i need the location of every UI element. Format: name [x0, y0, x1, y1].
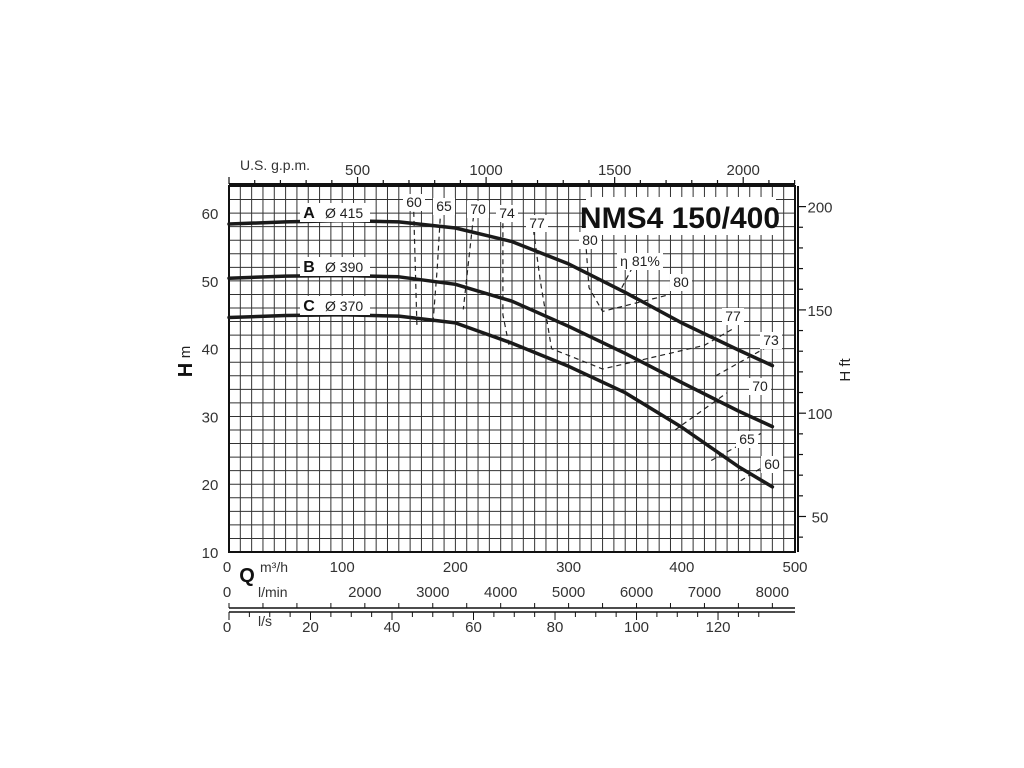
y-tick-label: 30 [202, 409, 219, 426]
efficiency-label-bg [617, 253, 663, 270]
x-tick-label: 0 [223, 559, 231, 576]
efficiency-curve [715, 344, 771, 377]
y-tick-label: 50 [202, 274, 219, 291]
lmin-axis-unit: l/min [258, 584, 288, 600]
efficiency-label: 74 [499, 205, 515, 221]
curve-letter-B: B [303, 259, 315, 276]
efficiency-label-bg [467, 201, 489, 218]
y-tick-label: 60 [202, 206, 219, 223]
y-axis-unit: m [177, 346, 194, 359]
efficiency-curve [432, 209, 442, 325]
efficiency-curve [532, 230, 735, 370]
y-tick-label: 40 [202, 342, 219, 359]
top-axis-unit: U.S. g.p.m. [240, 157, 310, 173]
curve-diameter-B: Ø 390 [325, 259, 363, 275]
efficiency-label-bg [670, 274, 692, 291]
efficiency-label-bg [433, 198, 455, 215]
efficiency-label-bg [526, 215, 548, 232]
x-tick-label: 200 [443, 559, 468, 576]
efficiency-label: 80 [673, 274, 689, 290]
curve-label-bg [300, 296, 370, 315]
lmin-tick-label: 0 [223, 584, 231, 601]
efficiency-label: 60 [406, 194, 422, 210]
efficiency-curve [502, 223, 511, 349]
top-tick-label: 2000 [727, 162, 760, 179]
chart-labels: A Ø 415 B Ø 390 C Ø 370 60 65 70 74 77 80 η 81% 80 77 7… [300, 194, 783, 473]
efficiency-label: 77 [529, 215, 545, 231]
x-tick-label: 100 [330, 559, 355, 576]
right-y-tick-label: 50 [812, 509, 829, 526]
y-tick-label: 20 [202, 477, 219, 494]
y-tick-label: 10 [202, 545, 219, 562]
ls-tick-label: 120 [706, 619, 731, 636]
curve-diameter-C: Ø 370 [325, 298, 363, 314]
efficiency-label-bg [736, 431, 758, 448]
ls-tick-label: 100 [624, 619, 649, 636]
efficiency-curve [674, 392, 728, 431]
top-tick-label: 1000 [469, 162, 502, 179]
x-tick-label: 400 [669, 559, 694, 576]
efficiency-label: 77 [725, 308, 741, 324]
ls-tick-label: 20 [302, 619, 319, 636]
lmin-tick-label: 3000 [416, 584, 449, 601]
ls-tick-label: 0 [223, 619, 231, 636]
lmin-tick-label: 7000 [688, 584, 721, 601]
efficiency-label-bg [403, 194, 425, 211]
top-tick-label: 1500 [598, 162, 631, 179]
head-curve-C [227, 313, 775, 489]
x-tick-label: 500 [782, 559, 807, 576]
right-y-tick-label: 200 [807, 200, 832, 217]
grid [229, 186, 795, 552]
efficiency-curve [412, 202, 418, 325]
efficiency-label: 70 [752, 378, 768, 394]
lmin-tick-label: 4000 [484, 584, 517, 601]
curve-letter-C: C [303, 298, 315, 315]
right-y-tick-label: 100 [807, 406, 832, 423]
lmin-tick-label: 5000 [552, 584, 585, 601]
efficiency-label: 70 [470, 201, 486, 217]
curve-label-bg [300, 257, 370, 276]
right-y-tick-label: 150 [807, 303, 832, 320]
efficiency-label: 65 [436, 198, 452, 214]
ls-tick-label: 40 [384, 619, 401, 636]
efficiency-label-bg [761, 456, 783, 473]
title-bg [586, 197, 776, 235]
efficiency-label: η 81% [620, 253, 660, 269]
y-axis-label: H [175, 363, 197, 377]
chart-title: NMS4 150/400 [580, 202, 780, 235]
plot-frame [228, 185, 796, 553]
efficiency-label-bg [749, 378, 771, 395]
curve-label-bg [300, 203, 370, 222]
efficiency-label: 65 [739, 431, 755, 447]
ls-tick-label: 80 [547, 619, 564, 636]
efficiency-label: 73 [763, 332, 779, 348]
curve-letter-A: A [303, 205, 315, 222]
efficiency-label-bg [760, 332, 782, 349]
lmin-tick-label: 2000 [348, 584, 381, 601]
ls-axis-unit: l/s [258, 613, 272, 629]
efficiency-label: 80 [582, 232, 598, 248]
efficiency-curve [585, 240, 671, 313]
right-y-axis-label: H ft [837, 358, 854, 382]
x-tick-label: 300 [556, 559, 581, 576]
lmin-tick-label: 8000 [756, 584, 789, 601]
plot-border [228, 185, 796, 553]
top-tick-label: 500 [345, 162, 370, 179]
efficiency-label-bg [496, 205, 518, 222]
curve-diameter-A: Ø 415 [325, 205, 363, 221]
lmin-tick-label: 6000 [620, 584, 653, 601]
efficiency-label-bg [579, 232, 601, 249]
ls-tick-label: 60 [465, 619, 482, 636]
efficiency-curves [412, 202, 771, 482]
efficiency-label: 60 [764, 456, 780, 472]
x-axis-label: Q [239, 565, 255, 587]
x-axis-unit: m³/h [260, 559, 288, 575]
efficiency-label-bg [722, 308, 744, 325]
